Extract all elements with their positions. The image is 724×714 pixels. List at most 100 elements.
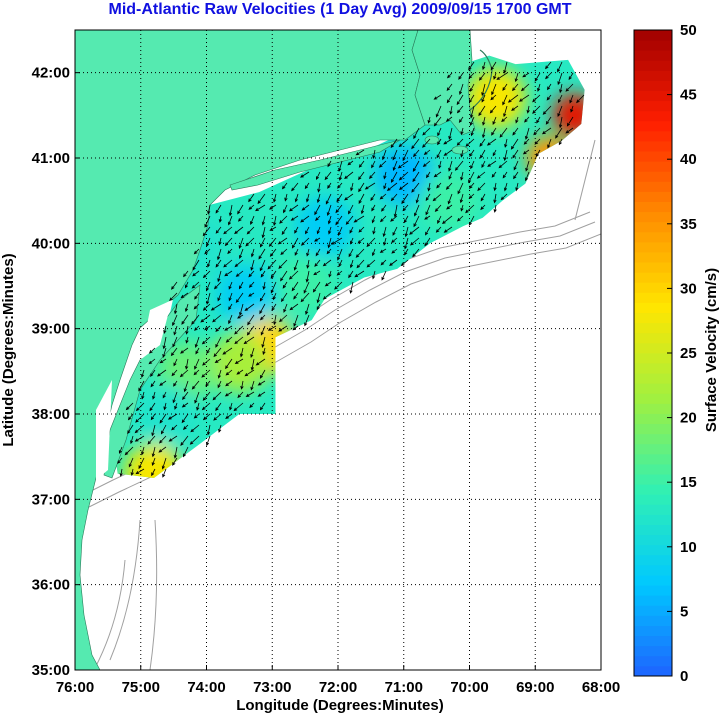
velocity-arrow <box>182 391 189 401</box>
speed-region <box>294 196 355 257</box>
velocity-arrow <box>512 83 519 92</box>
velocity-arrow <box>293 259 299 271</box>
colorbar-step <box>634 241 672 253</box>
velocity-arrow <box>183 446 189 458</box>
velocity-arrow <box>306 259 310 269</box>
velocity-arrow <box>173 325 178 336</box>
velocity-arrow <box>134 435 145 442</box>
velocity-arrow <box>214 358 222 363</box>
velocity-arrow <box>169 292 178 302</box>
velocity-arrow <box>496 72 508 80</box>
velocity-arrow <box>558 138 563 146</box>
colorbar-step <box>634 221 672 233</box>
velocity-arrow <box>224 270 233 277</box>
velocity-arrow <box>541 127 552 135</box>
velocity-arrow <box>353 215 365 223</box>
velocity-arrow <box>535 149 541 158</box>
velocity-arrow <box>481 83 486 97</box>
colorbar-step <box>634 50 672 61</box>
velocity-arrow <box>503 149 508 162</box>
velocity-arrow <box>366 259 376 268</box>
velocity-arrow <box>225 380 233 387</box>
velocity-arrow <box>291 182 299 192</box>
velocity-arrow <box>181 314 189 325</box>
velocity-arrow <box>512 127 519 136</box>
speed-region <box>465 68 526 129</box>
colorbar-step <box>634 655 672 667</box>
velocity-arrow <box>557 72 563 86</box>
velocity-arrow <box>224 325 233 331</box>
velocity-arrow <box>372 226 376 235</box>
velocity-arrow <box>194 358 200 370</box>
velocity-arrow <box>316 193 321 204</box>
velocity-arrow <box>559 83 563 94</box>
colorbar-tick-label: 10 <box>680 539 697 556</box>
velocity-arrow <box>141 391 145 400</box>
velocity-arrow <box>380 259 387 266</box>
velocity-arrow <box>522 72 530 78</box>
velocity-arrow <box>465 138 475 147</box>
velocity-arrow <box>191 380 200 390</box>
y-tick-label: 37:00 <box>32 491 70 508</box>
velocity-arrow <box>368 171 376 179</box>
velocity-arrow <box>260 270 266 278</box>
colorbar-step <box>634 403 672 414</box>
velocity-arrow <box>184 303 189 313</box>
velocity-arrow <box>397 160 409 169</box>
velocity-arrow <box>349 259 354 269</box>
velocity-arrow <box>202 226 211 237</box>
velocity-arrow <box>262 281 266 290</box>
velocity-arrow <box>222 347 233 355</box>
velocity-arrow <box>280 270 288 282</box>
velocity-arrow <box>248 292 255 297</box>
colorbar-step <box>634 504 672 515</box>
velocity-arrow <box>434 204 442 213</box>
velocity-arrow <box>425 171 431 179</box>
velocity-arrow <box>257 391 266 397</box>
velocity-arrow <box>173 303 178 315</box>
velocity-arrow <box>206 435 211 447</box>
velocity-arrow <box>389 259 398 267</box>
colorbar-step <box>634 605 672 616</box>
velocity-arrow <box>371 248 376 257</box>
velocity-arrow <box>249 402 255 409</box>
velocity-arrow <box>151 468 156 477</box>
velocity-arrow <box>267 259 277 270</box>
velocity-arrow <box>151 424 156 437</box>
velocity-arrow <box>325 193 332 205</box>
velocity-arrow <box>239 248 244 259</box>
x-tick-label: 68:00 <box>582 679 620 696</box>
velocity-arrow <box>261 336 266 348</box>
velocity-arrow <box>423 149 431 155</box>
colorbar-step <box>634 272 672 283</box>
velocity-arrow <box>246 325 255 336</box>
velocity-arrow <box>422 127 431 136</box>
velocity-arrow <box>371 204 376 212</box>
velocity-arrow <box>192 259 200 271</box>
velocity-arrow <box>501 116 508 122</box>
colorbar-tick-label: 40 <box>680 151 697 168</box>
y-tick-label: 40:00 <box>32 235 70 252</box>
velocity-arrow <box>334 281 343 290</box>
map-title: Mid-Atlantic Raw Velocities (1 Day Avg) … <box>108 1 572 18</box>
velocity-arrow <box>172 314 178 327</box>
velocity-arrow <box>173 380 178 387</box>
velocity-arrow <box>305 270 310 283</box>
velocity-arrow <box>525 160 530 172</box>
velocity-arrow <box>557 61 563 73</box>
colorbar-step <box>634 625 672 637</box>
velocity-arrow <box>338 259 343 268</box>
velocity-arrow <box>201 336 211 345</box>
velocity-arrow <box>480 204 486 211</box>
y-axis: 35:00 36:00 37:00 38:00 39:00 40:00 41:00 42:00 <box>32 65 80 679</box>
velocity-arrow <box>313 270 321 276</box>
y-tick-label: 35:00 <box>32 662 70 679</box>
colorbar-step <box>634 40 672 51</box>
colorbar-step <box>634 393 672 404</box>
velocity-arrow <box>345 215 354 225</box>
velocity-arrow <box>267 325 277 331</box>
depth-contour <box>149 519 158 670</box>
velocity-arrow <box>491 171 497 178</box>
velocity-arrow <box>173 446 178 459</box>
velocity-arrow <box>458 72 464 80</box>
